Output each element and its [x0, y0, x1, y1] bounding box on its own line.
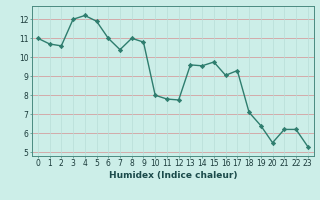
X-axis label: Humidex (Indice chaleur): Humidex (Indice chaleur) [108, 171, 237, 180]
